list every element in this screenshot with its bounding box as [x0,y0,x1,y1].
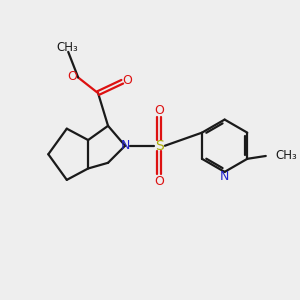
Text: S: S [155,139,164,153]
Text: O: O [67,70,77,83]
Text: N: N [121,139,130,152]
Text: O: O [154,175,164,188]
Text: CH₃: CH₃ [56,41,78,54]
Text: CH₃: CH₃ [276,149,298,163]
Text: O: O [122,74,132,87]
Text: N: N [220,170,229,183]
Text: O: O [154,104,164,117]
